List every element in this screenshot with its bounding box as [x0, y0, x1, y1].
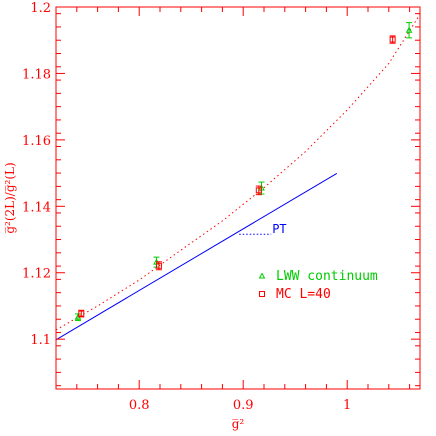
legend-label: LWW continuum [276, 269, 378, 284]
plot-frame [55, 6, 421, 390]
point-layer [74, 22, 413, 322]
curve-pt [55, 172, 338, 341]
legend-label: MC L=40 [276, 287, 331, 302]
annotation-layer: PT [239, 222, 287, 236]
plot-frame-layer [55, 6, 421, 390]
data-point [389, 36, 396, 43]
x-tick-label: 0.8 [129, 398, 150, 413]
x-axis-label: g̅² [232, 417, 245, 431]
label-layer: g̅² g̅²(2L)/g̅²(L) [3, 162, 244, 431]
y-tick-label: 1.12 [22, 267, 51, 282]
data-point [405, 26, 413, 33]
data-point [255, 187, 262, 194]
legend-marker [258, 272, 266, 279]
curve-layer [55, 14, 421, 341]
x-tick-label: 1 [343, 398, 351, 413]
legend-marker [259, 291, 265, 297]
annotation-label: PT [272, 222, 286, 236]
fit-curve [55, 14, 421, 331]
y-tick-label: 1.16 [22, 134, 51, 149]
legend: LWW continuum MC L=40 [258, 269, 378, 302]
y-tick-label: 1.1 [30, 333, 51, 348]
data-point [155, 262, 162, 269]
y-tick-label: 1.14 [22, 200, 51, 215]
y-tick-label: 1.2 [30, 1, 51, 16]
tick-layer: 0.8 0.9 1 1.1 1.12 1.14 1.16 1.18 1.2 [22, 1, 420, 413]
y-tick-label: 1.18 [22, 67, 51, 82]
data-point [78, 310, 85, 317]
y-axis-label: g̅²(2L)/g̅²(L) [3, 162, 17, 233]
x-tick-label: 0.9 [233, 398, 254, 413]
